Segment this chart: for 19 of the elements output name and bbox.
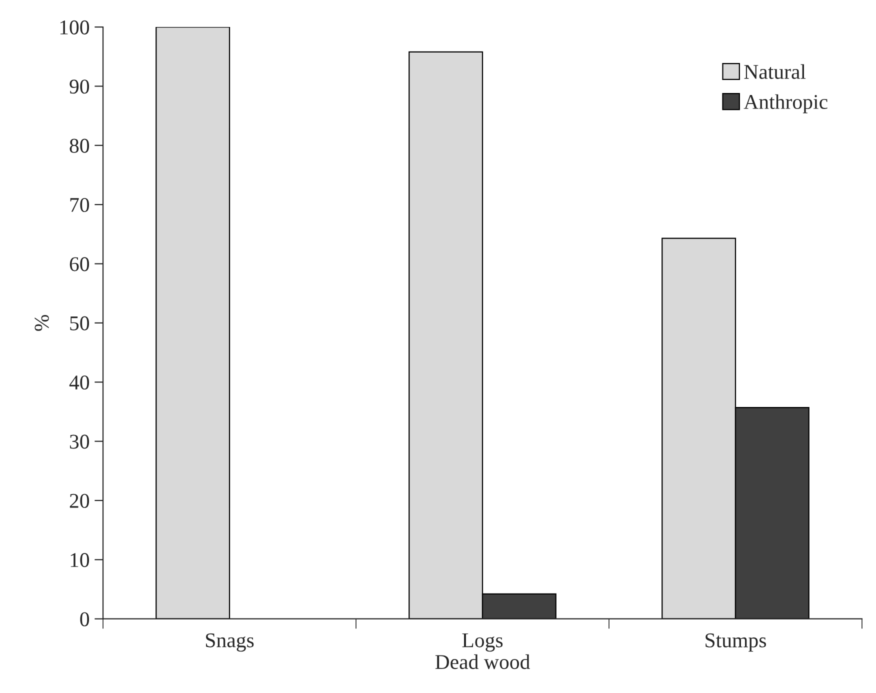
- x-tick-label: Logs: [462, 633, 503, 652]
- y-axis-title: %: [34, 314, 49, 331]
- y-tick-label: 60: [70, 257, 90, 272]
- legend-label: Natural: [744, 64, 806, 79]
- x-axis-title: Dead wood: [435, 654, 530, 670]
- y-tick-label: 40: [69, 375, 90, 390]
- y-tick-label: 90: [70, 80, 90, 94]
- y-tick-label: 100: [60, 20, 90, 34]
- y-tick-label: 70: [70, 198, 90, 212]
- x-tick-label: Stumps: [706, 633, 766, 652]
- y-tick-label: 30: [70, 434, 90, 449]
- y-tick-label: 80: [70, 138, 90, 153]
- y-tick-label: 10: [70, 553, 90, 568]
- legend-label: Anthropic: [744, 94, 828, 114]
- y-tick-label: 0: [80, 612, 90, 626]
- y-tick-label: 20: [70, 494, 90, 508]
- bar: [156, 27, 230, 619]
- x-tick-label: Snags: [206, 633, 254, 652]
- y-tick-label: 50: [70, 316, 90, 330]
